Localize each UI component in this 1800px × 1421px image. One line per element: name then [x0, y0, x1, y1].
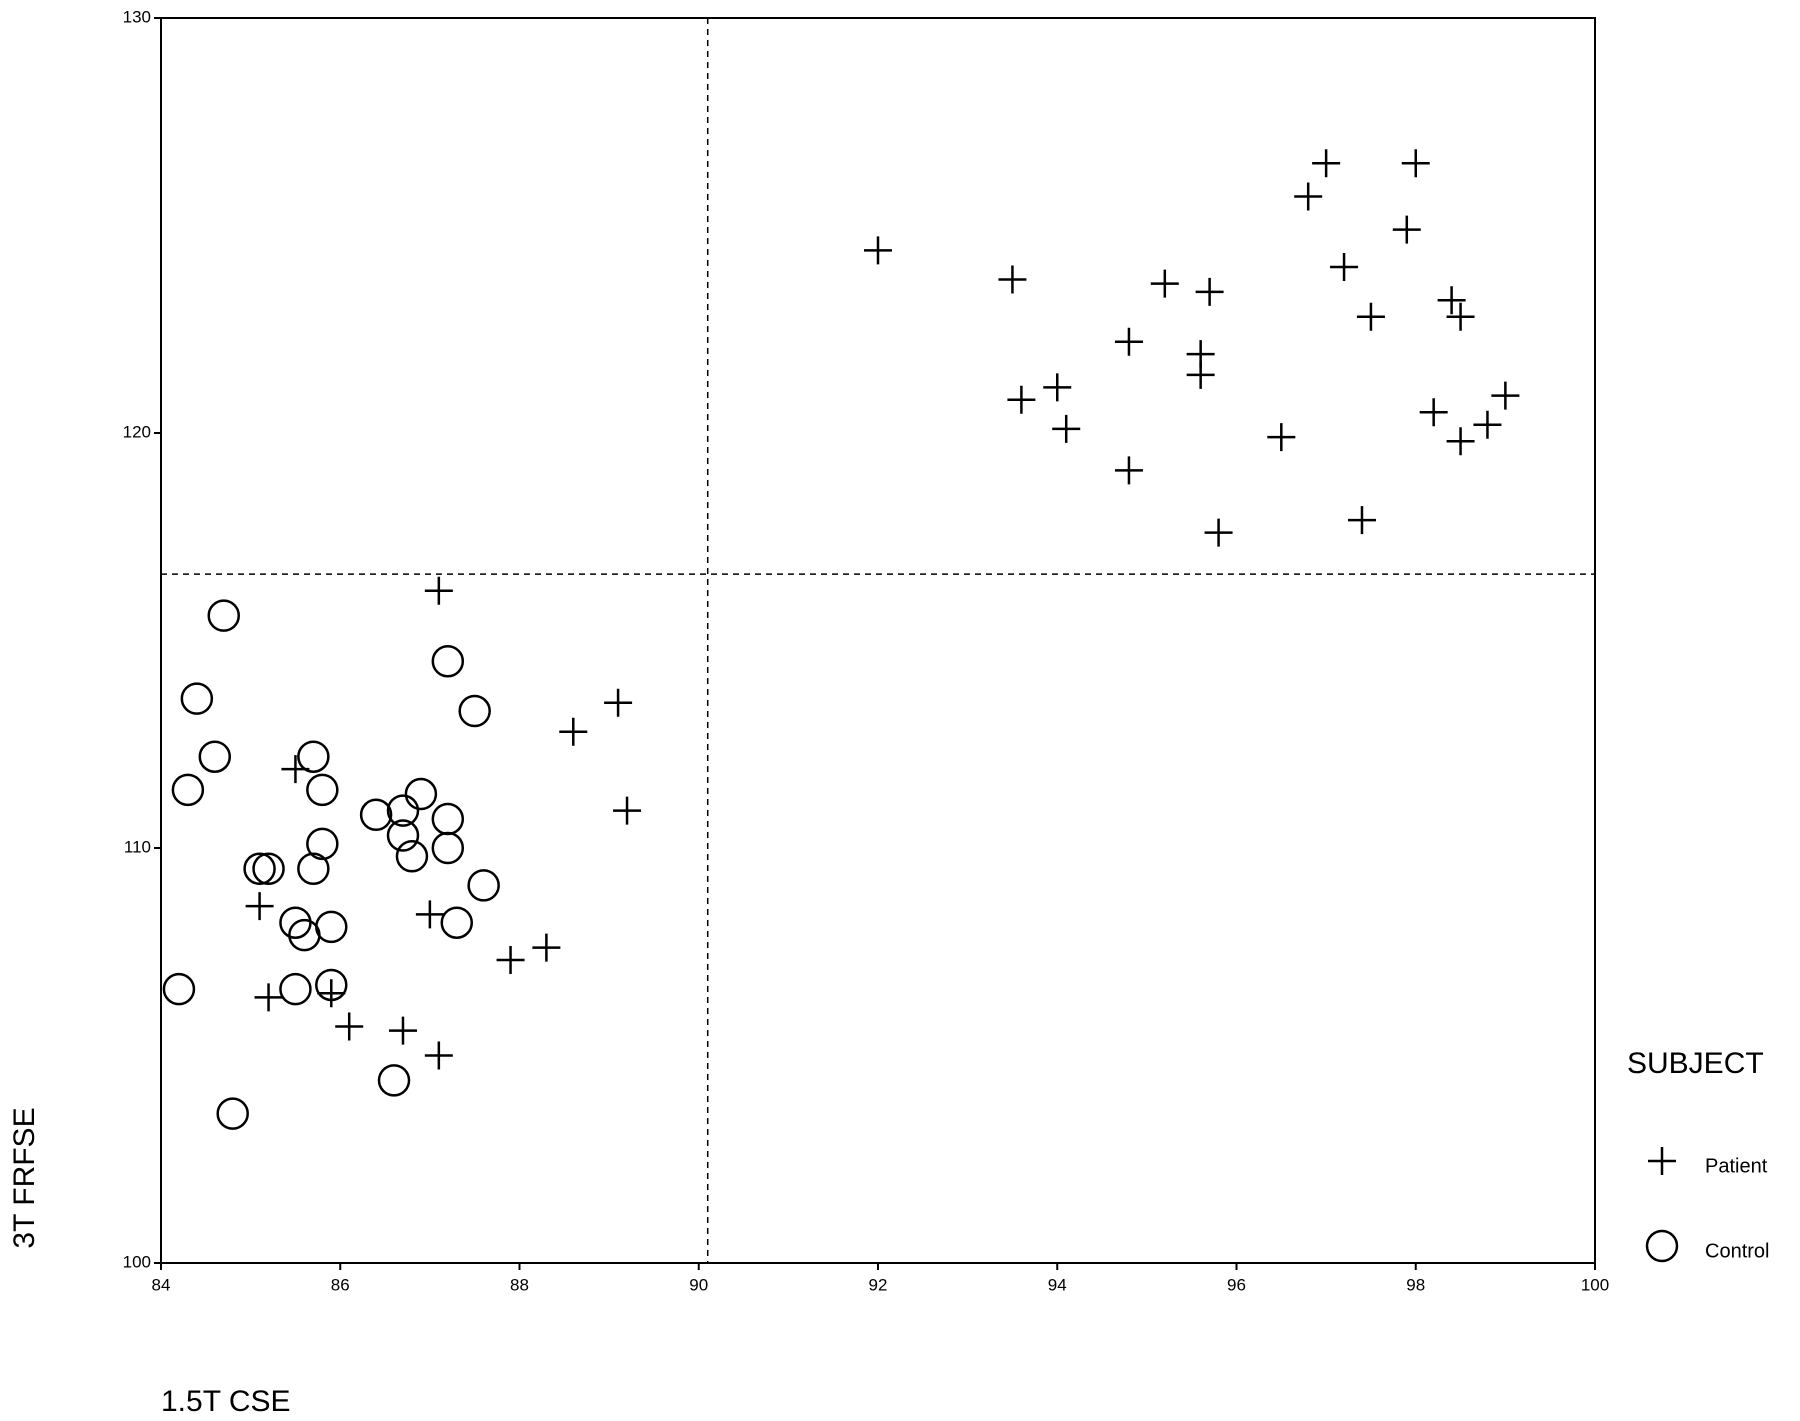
y-tick-label: 110	[124, 837, 151, 856]
point-plus	[1267, 423, 1296, 452]
point-plus	[1195, 277, 1224, 306]
point-plus	[998, 265, 1027, 294]
x-tick-label: 92	[869, 1275, 888, 1294]
point-circle	[404, 777, 438, 811]
x-tick-label: 100	[1581, 1275, 1609, 1294]
point-plus	[1114, 456, 1143, 485]
point-plus	[1446, 302, 1475, 331]
point-plus	[1419, 398, 1448, 427]
point-circle	[386, 794, 420, 827]
point-circle	[180, 682, 214, 715]
point-plus	[1114, 327, 1143, 356]
plot-frame	[160, 17, 1596, 1264]
point-circle	[440, 906, 474, 939]
legend-label: Patient	[1705, 1155, 1768, 1177]
point-circle	[386, 819, 420, 852]
point-plus	[1648, 1147, 1676, 1175]
point-plus	[317, 979, 346, 1008]
point-circle	[315, 968, 348, 1002]
y-tick-label: 120	[123, 422, 151, 441]
point-circle	[458, 694, 491, 728]
point-plus	[1356, 302, 1385, 331]
point-circle	[216, 1097, 249, 1130]
point-circle	[162, 972, 196, 1006]
y-tick-label: 100	[123, 1252, 151, 1271]
point-plus	[1150, 269, 1179, 298]
point-circle	[1645, 1229, 1679, 1263]
point-circle	[207, 599, 240, 632]
point-circle	[431, 645, 465, 678]
point-circle	[377, 1064, 411, 1097]
point-circle	[297, 852, 330, 885]
legend-title: SUBJECT	[1627, 1047, 1764, 1080]
point-plus	[424, 1041, 453, 1070]
point-circle	[306, 827, 339, 861]
point-plus	[1401, 149, 1430, 178]
point-plus	[1392, 215, 1421, 244]
point-circle	[431, 802, 465, 836]
point-plus	[496, 946, 525, 975]
point-circle	[171, 773, 205, 807]
point-plus	[613, 796, 642, 825]
point-circle	[252, 852, 285, 885]
point-plus	[532, 933, 561, 962]
point-circle	[243, 852, 276, 885]
point-plus	[1473, 410, 1502, 439]
point-circle	[306, 773, 339, 807]
legend-label: Control	[1705, 1240, 1769, 1262]
x-tick-label: 86	[331, 1275, 350, 1294]
point-plus	[1347, 506, 1376, 535]
point-plus	[1446, 427, 1475, 456]
point-plus	[388, 1016, 417, 1045]
x-axis-label: 1.5T CSE	[161, 1385, 291, 1418]
point-plus	[254, 983, 283, 1012]
y-tick-label: 130	[123, 7, 151, 26]
point-plus	[1052, 414, 1081, 443]
x-tick-label: 90	[689, 1275, 708, 1294]
point-plus	[245, 892, 274, 921]
point-plus	[1491, 381, 1520, 410]
point-circle	[315, 910, 348, 944]
point-plus	[1186, 360, 1215, 389]
point-plus	[1007, 385, 1036, 414]
point-circle	[431, 831, 465, 865]
point-circle	[359, 798, 393, 832]
point-plus	[1294, 182, 1323, 211]
point-plus	[415, 900, 444, 929]
x-tick-label: 98	[1406, 1275, 1425, 1294]
point-plus	[335, 1012, 364, 1041]
x-tick-label: 94	[1048, 1275, 1067, 1294]
x-tick-label: 96	[1227, 1275, 1246, 1294]
point-plus	[1043, 373, 1072, 402]
point-circle	[467, 869, 500, 902]
point-circle	[395, 840, 429, 873]
point-plus	[1312, 149, 1341, 178]
point-circle	[297, 740, 330, 773]
point-plus	[1330, 253, 1359, 281]
point-plus	[604, 688, 633, 717]
x-tick-label: 88	[510, 1275, 529, 1294]
point-plus	[1437, 286, 1466, 315]
point-circle	[198, 740, 232, 773]
point-plus	[559, 717, 588, 746]
point-circle	[288, 918, 321, 952]
point-plus	[864, 236, 892, 265]
y-axis-label: 3T FRFSE	[8, 1107, 41, 1248]
point-plus	[1204, 518, 1233, 547]
x-tick-label: 84	[152, 1275, 171, 1294]
point-circle	[279, 972, 312, 1006]
point-plus	[424, 576, 453, 605]
